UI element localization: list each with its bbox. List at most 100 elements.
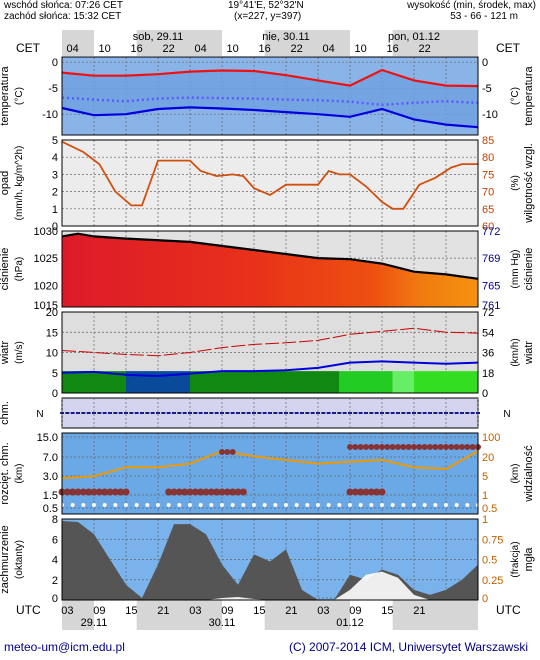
y-tick-left: -5	[48, 83, 58, 95]
panel-title-left: temperatura	[0, 65, 11, 125]
tz-label-utc-right: UTC	[496, 603, 521, 617]
cloud-base-dot	[101, 488, 109, 496]
y-tick-right: 772	[482, 226, 500, 238]
y-tick-right: 5	[482, 471, 488, 483]
cloud-base-dot	[357, 444, 364, 450]
fog-dot	[252, 503, 256, 507]
hour-label-bottom: 03	[189, 605, 201, 617]
y-tick-right: 1	[482, 490, 488, 502]
y-tick-left: 4	[52, 555, 58, 567]
hour-label-top: 04	[67, 43, 79, 55]
panel-unit-left: (mm/h, kg/m^2h)	[14, 146, 25, 221]
night-band	[392, 600, 478, 630]
cloud-base-dot	[165, 488, 173, 496]
coordinates-text: 19°41'E, 52°32'N	[228, 0, 304, 11]
cloud-base-dot	[367, 488, 375, 496]
y-tick-left: 15	[46, 327, 58, 339]
hour-label-bottom: 15	[253, 605, 265, 617]
y-tick-left: 10	[46, 348, 58, 360]
cloud-base-dot	[170, 488, 178, 496]
hour-label-bottom: 21	[413, 605, 425, 617]
tz-label-utc-left: UTC	[16, 603, 41, 617]
y-tick-right: 0.5	[482, 503, 497, 515]
night-band	[62, 30, 94, 56]
panel-unit-left: (km)	[14, 464, 25, 484]
wind-speed-band	[190, 371, 340, 393]
fog-dot	[294, 503, 299, 507]
cloud-base-dot	[453, 444, 460, 450]
y-tick-left: 7.0	[43, 452, 58, 464]
tz-label-cet-right: CET	[496, 41, 521, 55]
hour-label-bottom: 03	[61, 605, 73, 617]
hour-label-top: 10	[355, 43, 367, 55]
y-tick-left: 6	[52, 534, 58, 546]
feels-like-line	[61, 106, 479, 129]
cloud-base-dot	[207, 488, 215, 496]
fog-dot	[401, 503, 406, 507]
fog-dot	[422, 503, 427, 507]
cloud-base-dot	[427, 444, 433, 450]
panel-title-left: zachmurzenie	[0, 525, 11, 593]
day-label: pon, 01.12	[388, 31, 440, 43]
temperature-line	[61, 68, 479, 88]
wind-speed-band	[339, 371, 393, 393]
cloud-base-dot	[469, 444, 476, 450]
cloud-base-dot	[181, 488, 189, 496]
height-title: wysokość (min, środek, max)	[407, 0, 536, 11]
date-label-bottom: 01.12	[336, 617, 364, 629]
cloud-base-dot	[229, 488, 237, 496]
cloud-base-dot	[347, 444, 353, 450]
cloud-base-dot	[395, 444, 401, 450]
night-band	[62, 600, 94, 630]
cloud-base-dot	[384, 444, 391, 450]
cloud-base-dot	[464, 444, 471, 450]
night-band	[392, 30, 478, 56]
cloud-base-dot	[373, 488, 381, 496]
cloud-base-dot	[95, 488, 103, 496]
y-tick-left: 4	[52, 152, 58, 164]
y-tick-left: 2	[52, 575, 58, 587]
cloud-base-dot	[111, 488, 119, 496]
fog-dot	[380, 503, 384, 507]
fog-dot	[145, 503, 150, 507]
panel-unit-right: (km/h)	[510, 338, 521, 366]
fog-dot	[284, 503, 288, 507]
cloud-base-dot	[379, 444, 385, 450]
panel-unit-right: (frakcja)	[510, 541, 521, 577]
fog-dot	[465, 503, 470, 507]
y-tick-left: 0	[52, 57, 58, 69]
fog-dot	[358, 503, 363, 507]
visibility-line	[61, 449, 479, 479]
y-tick-right: -10	[482, 109, 498, 121]
cloud-base-dot	[202, 488, 210, 496]
pressure-area	[62, 233, 478, 307]
cloud-base-dot	[90, 488, 98, 496]
fog-dot	[390, 503, 395, 507]
y-tick-left: 8	[52, 514, 58, 526]
y-tick-right: 1	[482, 514, 488, 526]
cloud-base-dot	[363, 444, 369, 450]
hour-label-top: 22	[419, 43, 431, 55]
y-tick-right: 80	[482, 152, 494, 164]
y-tick-right: 20	[482, 452, 494, 464]
sunset-text: zachód słońca: 15:32 CET	[4, 11, 122, 22]
compass-n-right: N	[503, 409, 510, 420]
fog-dot	[316, 503, 320, 507]
y-tick-right: 0	[482, 57, 488, 69]
hour-label-bottom: 21	[285, 605, 297, 617]
wind-speed-band	[62, 371, 126, 393]
fog-dot	[454, 503, 459, 507]
cloud-base-dot	[368, 444, 375, 450]
hour-label-top: 22	[163, 43, 175, 55]
wind-speed-band	[126, 371, 190, 393]
cloud-base-dot	[389, 444, 396, 450]
fog-dot	[70, 503, 75, 507]
cloud-base-dot	[400, 444, 407, 450]
y-tick-right: 70	[482, 187, 494, 199]
contact-email[interactable]: meteo-um@icm.edu.pl	[4, 640, 125, 654]
fog-dot	[166, 503, 171, 507]
cloud-base-dot	[437, 444, 444, 450]
hour-label-top: 04	[323, 43, 335, 55]
temperature-range-area	[62, 70, 478, 128]
y-tick-right: 85	[482, 135, 494, 147]
